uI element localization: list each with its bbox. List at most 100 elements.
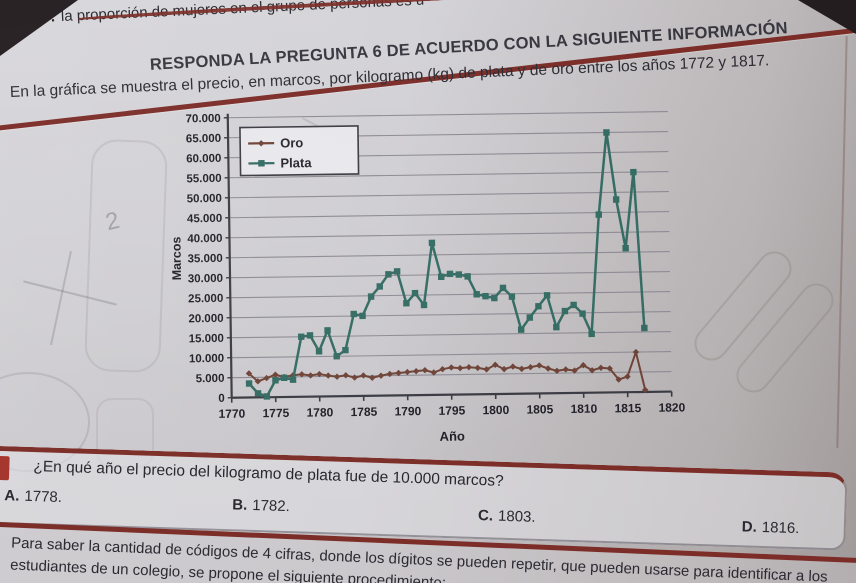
data-point-marker — [385, 271, 392, 278]
question-number-badge: 6. — [0, 455, 10, 481]
data-point-marker — [369, 374, 376, 381]
answer-option-d: D. 1816. — [742, 518, 800, 537]
x-axis-title: Año — [440, 428, 466, 443]
gridline — [228, 191, 669, 199]
data-point-marker — [439, 365, 446, 373]
data-point-marker — [509, 363, 517, 370]
data-point-marker — [473, 291, 480, 298]
x-tick-label: 1775 — [262, 406, 289, 420]
data-point-marker — [263, 393, 271, 400]
data-point-marker — [298, 333, 305, 340]
data-point-marker — [465, 364, 473, 371]
y-tick-label: 55.000 — [186, 173, 221, 185]
y-tick-label: 5.000 — [196, 373, 225, 385]
data-point-marker — [448, 364, 455, 371]
data-point-marker — [499, 284, 507, 292]
gridline — [231, 371, 672, 379]
data-point-marker — [579, 310, 586, 317]
data-point-marker — [316, 370, 323, 378]
data-point-marker — [500, 365, 508, 373]
data-point-marker — [395, 369, 402, 377]
data-point-marker — [588, 367, 596, 374]
data-point-marker — [492, 361, 499, 369]
gridline — [229, 211, 670, 219]
gridline — [230, 291, 671, 299]
x-tick-label: 1795 — [438, 403, 465, 417]
gridline — [231, 351, 672, 359]
y-axis-title: Marcos — [169, 236, 184, 280]
y-tick-label: 40.000 — [187, 233, 222, 245]
gridline — [229, 251, 670, 259]
data-point-marker — [464, 273, 471, 280]
answer-option-c: C. 1803. — [478, 507, 536, 526]
data-point-marker — [350, 310, 357, 318]
data-point-marker — [324, 372, 332, 379]
photo-corner-shadow — [798, 0, 856, 34]
price-line-chart: 0 5.000 10.000 15.000 20.000 25.000 30.000 35.0… — [164, 97, 689, 452]
data-point-marker — [571, 367, 578, 374]
data-point-marker — [624, 373, 631, 380]
y-tick-label: 30.000 — [188, 273, 223, 285]
data-point-marker — [333, 353, 340, 360]
data-point-marker — [359, 312, 366, 320]
x-tick-label: 1770 — [218, 407, 245, 421]
data-point-marker — [428, 239, 436, 247]
data-point-marker — [517, 326, 525, 333]
data-point-marker — [263, 374, 270, 382]
series-line-oro — [248, 351, 647, 391]
option-letter: B. — [231, 496, 248, 514]
scribble-artifact — [83, 138, 169, 374]
data-point-marker — [360, 372, 367, 379]
data-point-marker — [455, 271, 463, 278]
data-point-marker — [535, 302, 542, 310]
data-point-marker — [553, 323, 560, 331]
gridline — [228, 171, 669, 179]
data-point-marker — [630, 168, 637, 176]
y-tick-label: 35.000 — [187, 253, 222, 265]
data-point-marker — [482, 292, 489, 300]
data-point-marker — [508, 293, 516, 300]
option-value: 1778. — [24, 487, 63, 506]
x-tick-label: 1780 — [306, 405, 333, 419]
data-point-marker — [544, 365, 552, 372]
data-point-marker — [527, 363, 534, 371]
y-axis — [226, 113, 233, 398]
data-point-marker — [404, 368, 411, 376]
data-point-marker — [606, 365, 613, 372]
data-point-marker — [254, 378, 262, 385]
scribble-artifact — [687, 244, 799, 368]
data-point-marker — [536, 362, 543, 369]
data-point-marker — [430, 369, 437, 376]
data-point-marker — [437, 273, 445, 281]
data-point-marker — [641, 324, 648, 332]
data-point-marker — [393, 268, 401, 275]
option-letter: A. — [4, 487, 20, 505]
data-point-marker — [412, 367, 420, 375]
y-tick-label: 25.000 — [188, 293, 223, 305]
data-point-marker — [615, 376, 622, 383]
y-tick-label: 50.000 — [187, 193, 222, 205]
data-point-marker — [257, 140, 265, 147]
photo-corner-shadow — [0, 0, 78, 56]
data-point-marker — [324, 327, 331, 334]
option-letter: C. — [477, 507, 494, 525]
y-tick-label: 0 — [218, 393, 225, 405]
data-point-marker — [342, 346, 349, 354]
option-value: 1803. — [497, 507, 536, 526]
legend-label-oro: Oro — [280, 135, 303, 150]
y-tick-label: 45.000 — [187, 213, 222, 225]
data-point-marker — [245, 370, 253, 377]
data-point-marker — [603, 129, 610, 136]
scribble-artifact — [23, 280, 117, 306]
x-tick-label: 1790 — [394, 404, 421, 418]
data-point-marker — [561, 307, 569, 315]
data-point-marker — [420, 301, 428, 309]
question-text: ¿En qué año el precio del kilogramo de p… — [33, 458, 504, 490]
y-tick-label: 65.000 — [186, 133, 221, 145]
data-point-marker — [377, 372, 385, 379]
info-box-right-border — [836, 36, 848, 448]
gridline — [227, 111, 668, 119]
option-value: 1782. — [251, 496, 291, 516]
data-point-marker — [580, 362, 587, 369]
